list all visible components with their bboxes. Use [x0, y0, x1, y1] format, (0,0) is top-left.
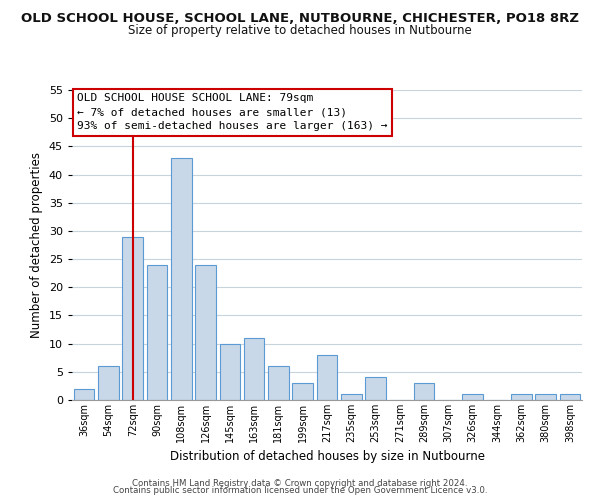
Bar — [365, 378, 386, 400]
X-axis label: Distribution of detached houses by size in Nutbourne: Distribution of detached houses by size … — [170, 450, 485, 464]
Bar — [341, 394, 362, 400]
Bar — [511, 394, 532, 400]
Bar — [220, 344, 240, 400]
Bar — [171, 158, 191, 400]
Y-axis label: Number of detached properties: Number of detached properties — [30, 152, 43, 338]
Bar — [414, 383, 434, 400]
Bar — [560, 394, 580, 400]
Bar — [244, 338, 265, 400]
Text: Size of property relative to detached houses in Nutbourne: Size of property relative to detached ho… — [128, 24, 472, 37]
Bar — [292, 383, 313, 400]
Text: Contains HM Land Registry data © Crown copyright and database right 2024.: Contains HM Land Registry data © Crown c… — [132, 478, 468, 488]
Bar — [74, 388, 94, 400]
Bar — [317, 355, 337, 400]
Text: Contains public sector information licensed under the Open Government Licence v3: Contains public sector information licen… — [113, 486, 487, 495]
Bar — [195, 264, 216, 400]
Bar — [268, 366, 289, 400]
Bar — [463, 394, 483, 400]
Text: OLD SCHOOL HOUSE, SCHOOL LANE, NUTBOURNE, CHICHESTER, PO18 8RZ: OLD SCHOOL HOUSE, SCHOOL LANE, NUTBOURNE… — [21, 12, 579, 26]
Text: OLD SCHOOL HOUSE SCHOOL LANE: 79sqm
← 7% of detached houses are smaller (13)
93%: OLD SCHOOL HOUSE SCHOOL LANE: 79sqm ← 7%… — [77, 93, 388, 131]
Bar — [98, 366, 119, 400]
Bar — [122, 236, 143, 400]
Bar — [535, 394, 556, 400]
Bar — [146, 264, 167, 400]
